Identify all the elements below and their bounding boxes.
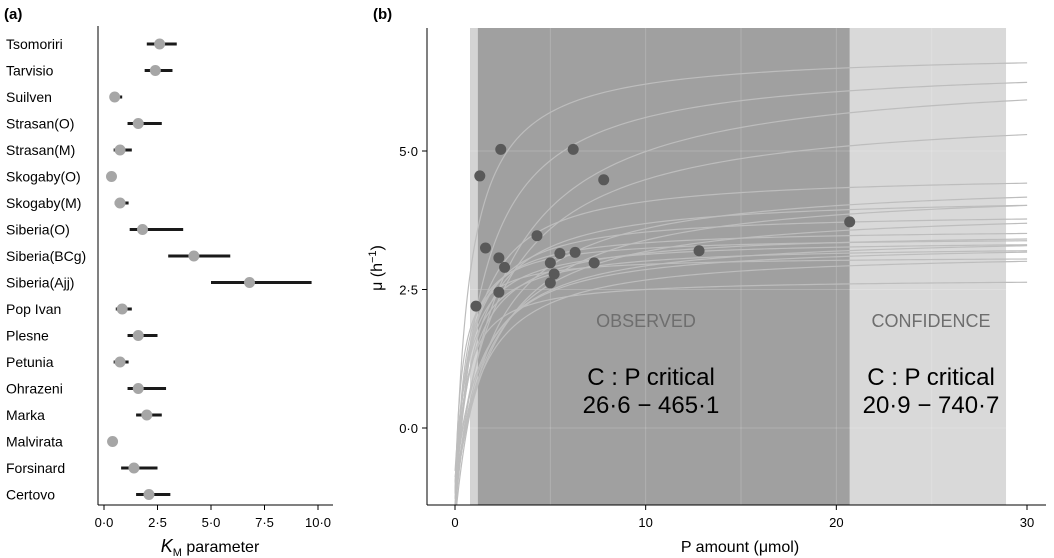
panel-b-x-axis-title: P amount (μmol) [681, 539, 799, 556]
x-tick-label: 30 [1020, 515, 1034, 530]
fitted-curve [455, 251, 1028, 505]
observed-cp-critical-range: 26·6 − 465·1 [583, 392, 720, 419]
site-label: Tarvisio [6, 63, 54, 79]
data-point [569, 246, 581, 258]
data-point [470, 300, 482, 312]
panel-a-label: (a) [4, 6, 22, 23]
km-estimate-point [188, 250, 200, 262]
km-estimate-point [128, 462, 140, 474]
site-label: Skogaby(O) [6, 169, 81, 185]
y-tick-label: 2·5 [399, 283, 418, 298]
confidence-cp-critical-title: C : P critical [867, 364, 995, 391]
km-estimate-point [154, 38, 166, 50]
panel-b-points [470, 143, 856, 312]
km-estimate-point [132, 118, 144, 129]
fitted-curve [454, 62, 1028, 492]
panel-a-site-labels: Tsomoriri Tarvisio Suilven Strasan(O) Strasa… [6, 36, 86, 503]
km-estimate-point [105, 171, 117, 182]
site-label: Strasan(M) [6, 142, 75, 158]
km-estimate-point [109, 91, 121, 103]
fitted-curve [454, 245, 1028, 478]
fitted-curve [454, 182, 1028, 505]
x-tick-label: 10·0 [305, 515, 331, 530]
observed-region [470, 28, 850, 505]
site-label: Suilven [6, 89, 52, 105]
y-tick-label: 0·0 [399, 421, 418, 436]
data-point [493, 252, 505, 264]
data-point [844, 216, 856, 228]
panel-b-y-ticks: 0·0 2·5 5·0 [399, 144, 427, 436]
km-estimate-point [132, 383, 144, 394]
panel-a-x-axis-title: KM parameter [161, 536, 260, 558]
x-tick-label: 7·5 [255, 515, 274, 530]
data-point [499, 261, 511, 273]
data-point [531, 230, 543, 242]
km-estimate-point [114, 356, 126, 368]
fitted-curve [454, 260, 1028, 505]
site-label: Siberia(BCg) [6, 248, 86, 264]
data-point [548, 268, 560, 280]
y-tick-label: 5·0 [399, 144, 418, 159]
panel-b-x-ticks: 0 10 20 30 [451, 505, 1034, 530]
data-point [495, 143, 507, 155]
km-estimate-point [244, 277, 256, 288]
site-label: Siberia(Ajj) [6, 275, 74, 291]
site-label: Pop Ivan [6, 301, 61, 317]
km-estimate-point [143, 489, 155, 500]
km-estimate-point [114, 197, 126, 209]
site-label: Plesne [6, 328, 49, 344]
km-estimate-point [137, 224, 149, 235]
x-tick-label: 10 [638, 515, 652, 530]
data-point [554, 247, 566, 259]
site-label: Marka [6, 407, 45, 423]
observed-region-label: OBSERVED [596, 311, 696, 331]
data-point [493, 286, 505, 298]
confidence-cp-critical-range: 20·9 − 740·7 [863, 392, 1000, 419]
site-label: Malvirata [6, 434, 63, 450]
fitted-curve [454, 99, 1028, 500]
fitted-curve [454, 258, 1028, 492]
data-point [598, 174, 610, 186]
km-estimate-point [132, 330, 144, 341]
site-label: Petunia [6, 354, 54, 370]
panel-b: (b) OBSERVED CONFIDENCE C : P critical 2… [367, 6, 1046, 556]
site-label: Tsomoriri [6, 36, 63, 52]
panel-a: (a) Tsomoriri Tarvisio Suilven Strasan(O) St… [4, 6, 333, 558]
site-label: Siberia(O) [6, 222, 70, 238]
panel-a-marks [105, 38, 312, 500]
data-point [544, 277, 556, 289]
data-point [567, 143, 579, 155]
km-estimate-point [116, 303, 128, 315]
km-estimate-point [114, 144, 126, 156]
confidence-region [849, 28, 1007, 505]
site-label: Forsinard [6, 460, 65, 476]
site-label: Certovo [6, 487, 55, 503]
km-estimate-point [107, 436, 119, 447]
data-point [544, 257, 556, 269]
observed-cp-critical-title: C : P critical [587, 364, 715, 391]
panel-b-y-axis-title: μ (h−1) [367, 245, 386, 291]
panel-b-label: (b) [373, 6, 392, 23]
x-tick-label: 0·0 [95, 515, 114, 530]
data-point [693, 245, 705, 257]
x-tick-label: 5·0 [202, 515, 221, 530]
x-tick-label: 20 [829, 515, 843, 530]
panel-a-x-ticks: 0·0 2·5 5·0 7·5 10·0 [95, 505, 331, 530]
site-label: Strasan(O) [6, 116, 74, 132]
site-label: Ohrazeni [6, 381, 63, 397]
km-estimate-point [141, 409, 153, 421]
data-point [588, 257, 600, 269]
data-point [474, 170, 486, 182]
x-tick-label: 2·5 [148, 515, 167, 530]
x-tick-label: 0 [451, 515, 458, 530]
observed-region-edge-strip [470, 28, 478, 505]
km-estimate-point [149, 65, 161, 76]
confidence-region-label: CONFIDENCE [871, 311, 990, 331]
fitted-curve [454, 281, 1028, 505]
site-label: Skogaby(M) [6, 195, 81, 211]
data-point [480, 242, 492, 254]
